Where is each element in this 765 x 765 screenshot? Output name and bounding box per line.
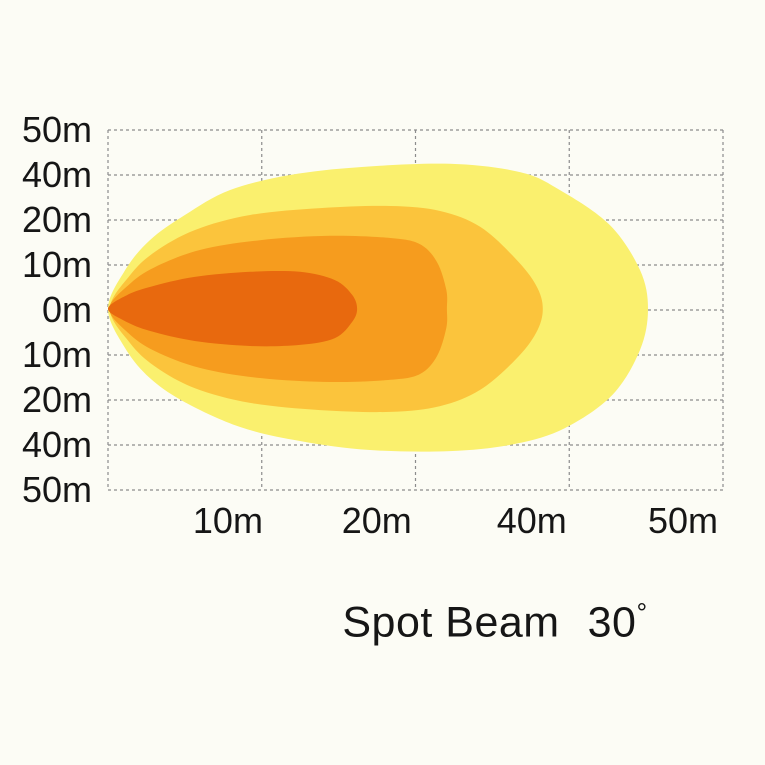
y-axis-tick-label: 40m <box>21 424 92 465</box>
y-axis-tick-label: 10m <box>21 334 92 375</box>
x-axis-tick-label: 40m <box>496 500 567 541</box>
caption-beam-type: Spot Beam <box>342 598 560 647</box>
beam-lobes <box>108 163 648 452</box>
y-axis-tick-label: 20m <box>21 199 92 240</box>
x-axis-tick-label: 50m <box>648 500 719 541</box>
caption-angle-value: 30 <box>587 598 637 647</box>
y-axis-tick-label: 40m <box>21 154 92 195</box>
beam-lobe-hotspot <box>108 271 358 347</box>
y-axis-tick-label: 50m <box>21 469 92 510</box>
y-axis-tick-label: 10m <box>21 244 92 285</box>
y-axis-tick-label: 0m <box>41 289 92 330</box>
y-axis-tick-label: 50m <box>21 109 92 150</box>
y-axis-tick-label: 20m <box>21 379 92 420</box>
x-axis-tick-label: 20m <box>341 500 412 541</box>
x-axis-tick-label: 10m <box>192 500 263 541</box>
degree-symbol: ° <box>636 598 648 628</box>
chart-caption: Spot Beam 30° <box>342 600 647 645</box>
